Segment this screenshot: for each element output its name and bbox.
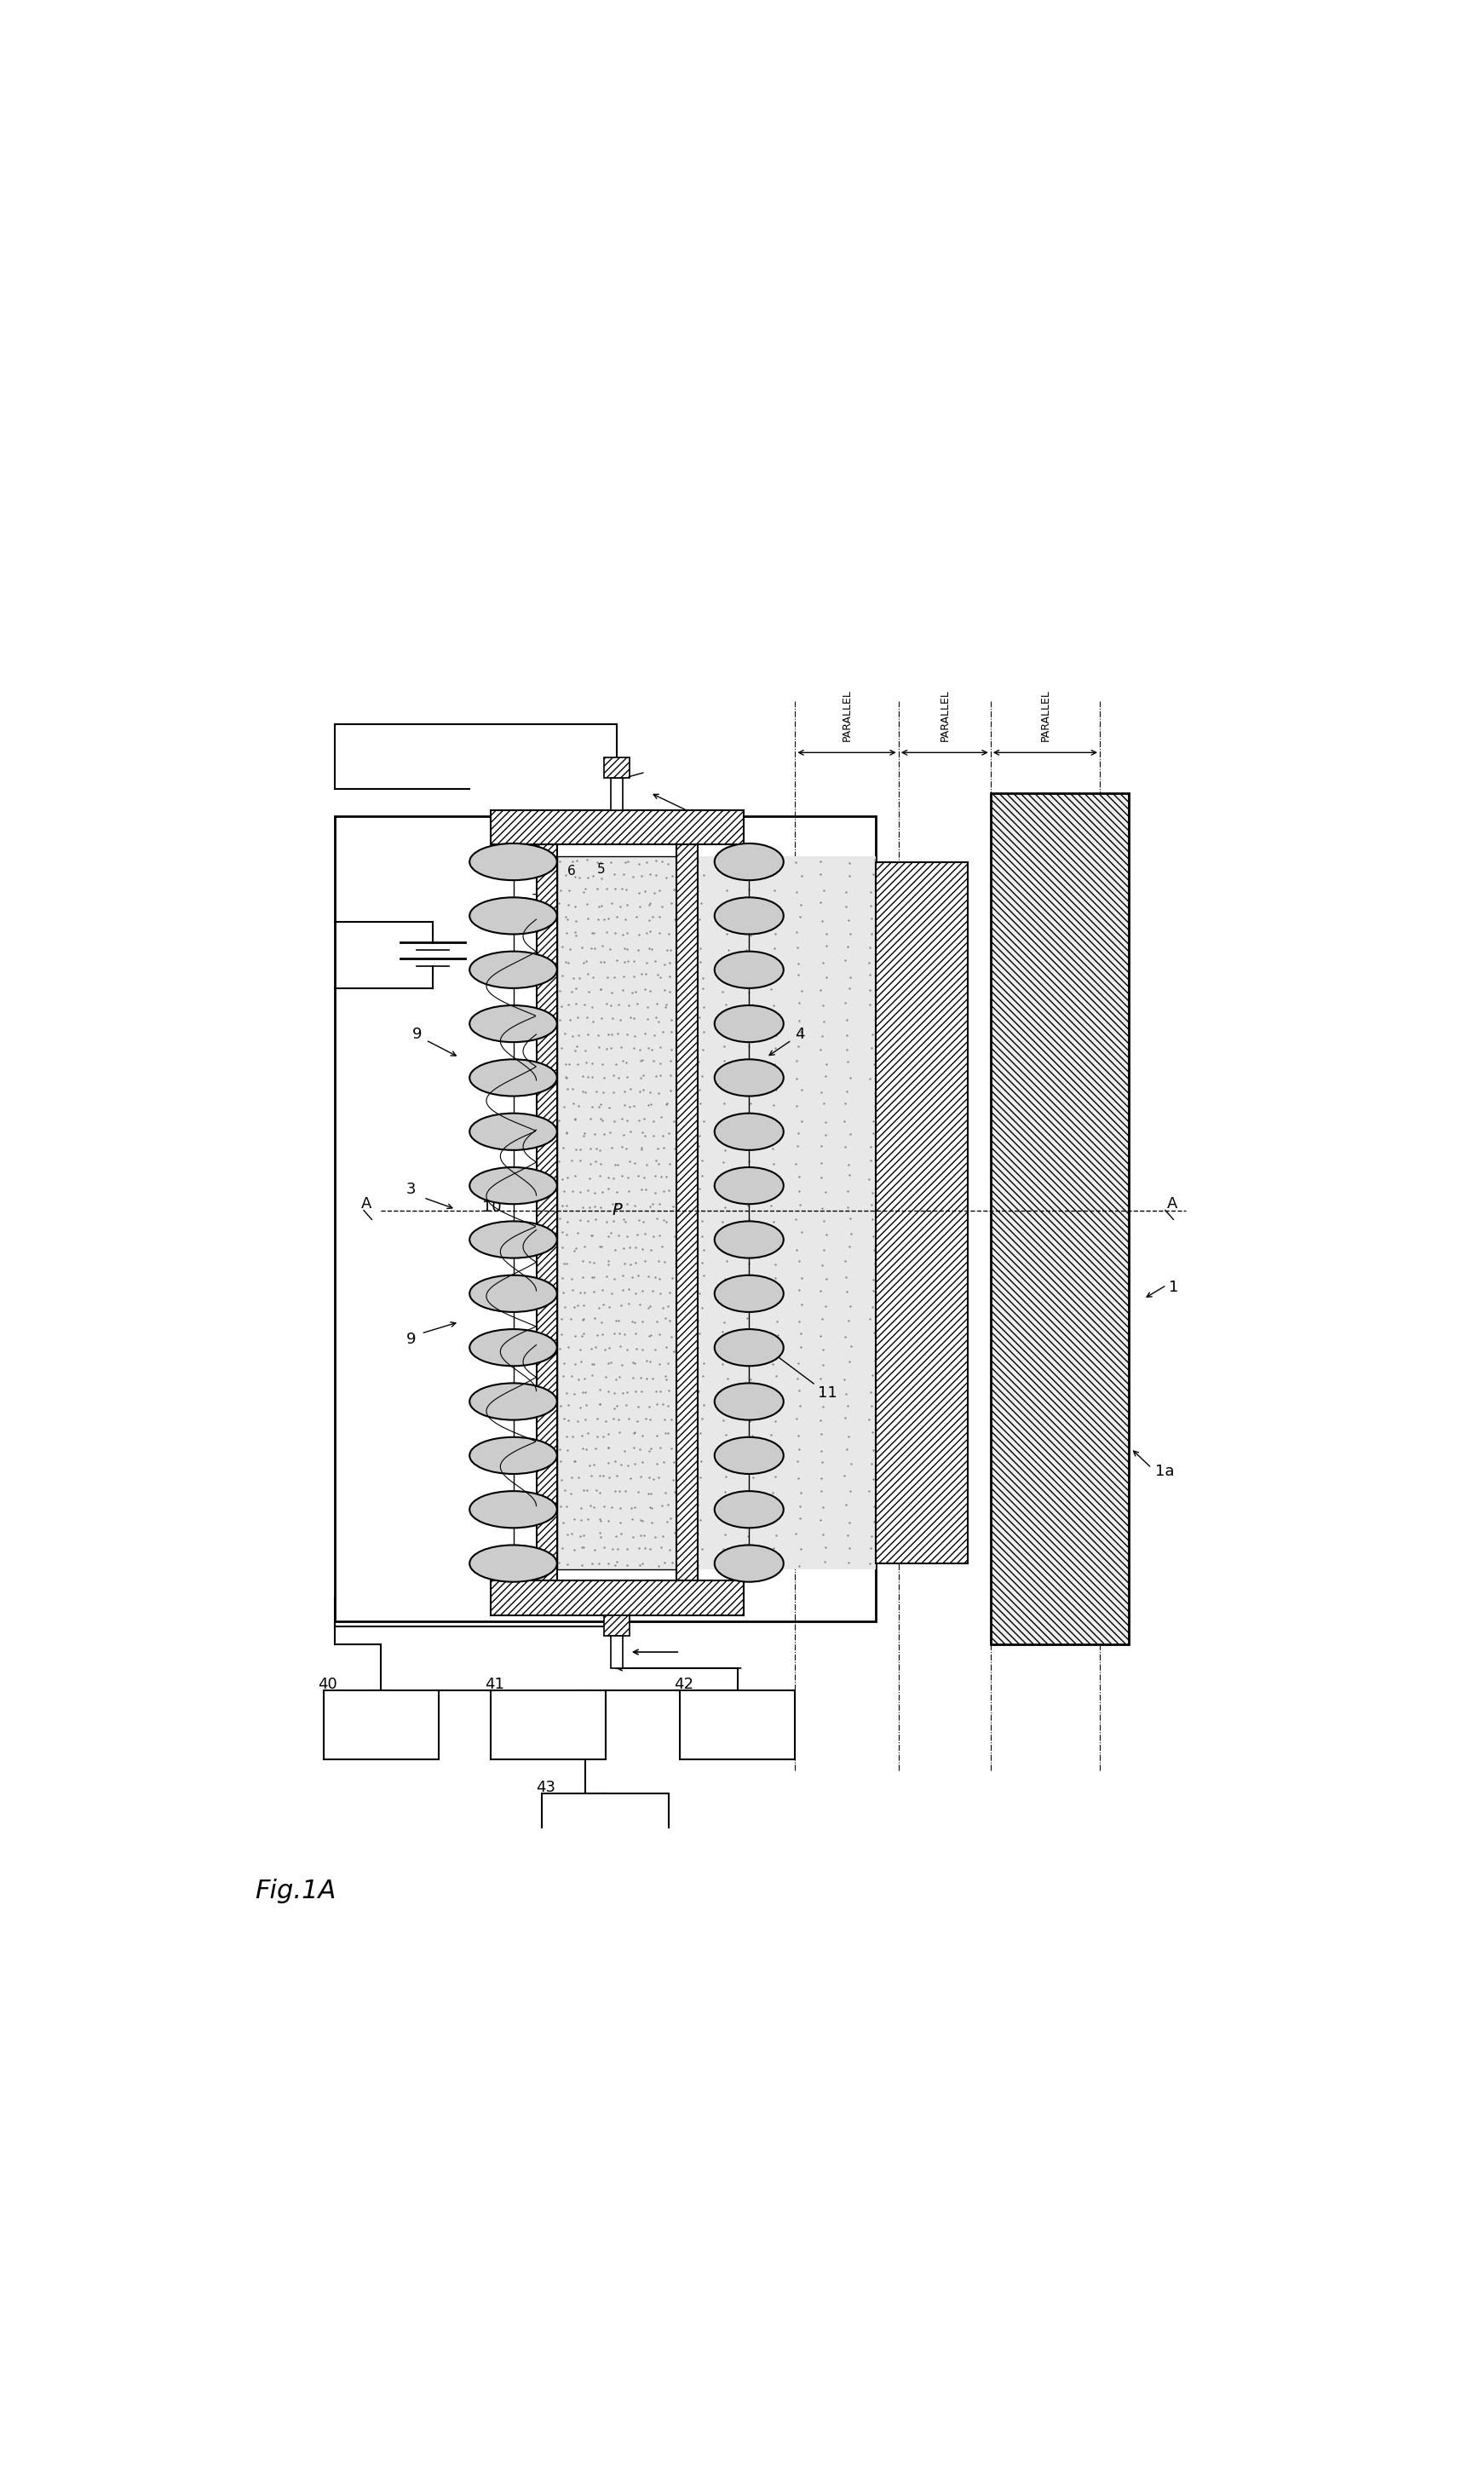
Text: 9: 9 — [407, 1332, 416, 1347]
Text: 5: 5 — [597, 863, 605, 876]
Bar — [335, 816, 876, 1620]
Text: 10: 10 — [482, 1198, 502, 1216]
Text: 11: 11 — [818, 1384, 837, 1402]
Text: PARALLEL: PARALLEL — [841, 690, 852, 742]
Bar — [697, 856, 876, 1568]
Ellipse shape — [715, 1166, 784, 1203]
Ellipse shape — [715, 1491, 784, 1528]
Ellipse shape — [469, 1330, 556, 1367]
Bar — [677, 844, 697, 1580]
Ellipse shape — [469, 1275, 556, 1312]
Text: 1: 1 — [1169, 1280, 1178, 1295]
Bar — [490, 1690, 605, 1759]
Bar — [610, 1635, 623, 1667]
Ellipse shape — [715, 1382, 784, 1419]
Ellipse shape — [715, 844, 784, 881]
Text: A: A — [361, 1196, 371, 1211]
Text: P: P — [611, 1203, 622, 1218]
Ellipse shape — [469, 1491, 556, 1528]
Text: PARALLEL: PARALLEL — [939, 690, 950, 742]
Ellipse shape — [715, 1059, 784, 1097]
Ellipse shape — [715, 898, 784, 935]
Ellipse shape — [715, 1546, 784, 1583]
Ellipse shape — [469, 1114, 556, 1151]
Text: 7: 7 — [531, 893, 540, 906]
Text: Fig.1A: Fig.1A — [255, 1878, 335, 1903]
Bar — [324, 1690, 439, 1759]
Ellipse shape — [715, 1436, 784, 1474]
Text: 6: 6 — [536, 1580, 546, 1595]
Bar — [604, 1615, 629, 1635]
Ellipse shape — [469, 1059, 556, 1097]
Ellipse shape — [469, 1221, 556, 1258]
Text: 40: 40 — [318, 1677, 337, 1692]
Text: 4: 4 — [795, 1027, 804, 1042]
Ellipse shape — [715, 950, 784, 987]
Ellipse shape — [715, 1275, 784, 1312]
Text: 8: 8 — [709, 809, 718, 824]
Text: 6: 6 — [567, 866, 576, 878]
Text: 9: 9 — [413, 1027, 421, 1042]
Bar — [991, 794, 1128, 1645]
Ellipse shape — [469, 950, 556, 987]
Text: 41: 41 — [484, 1677, 505, 1692]
Ellipse shape — [469, 898, 556, 935]
Ellipse shape — [469, 1546, 556, 1583]
Ellipse shape — [715, 1005, 784, 1042]
Bar — [490, 811, 743, 844]
Ellipse shape — [469, 1436, 556, 1474]
Bar — [604, 757, 629, 779]
Bar — [490, 1580, 743, 1615]
Ellipse shape — [469, 1005, 556, 1042]
Text: 43: 43 — [536, 1779, 556, 1796]
Ellipse shape — [469, 844, 556, 881]
Text: 8: 8 — [502, 1546, 512, 1563]
Ellipse shape — [715, 1114, 784, 1151]
Text: 3: 3 — [407, 1181, 416, 1198]
Text: 1a: 1a — [1155, 1464, 1174, 1479]
Bar — [542, 1794, 668, 1863]
Bar — [536, 844, 556, 1580]
Bar — [680, 1690, 795, 1759]
Text: PARALLEL: PARALLEL — [1040, 690, 1051, 742]
Ellipse shape — [715, 1221, 784, 1258]
Bar — [876, 861, 968, 1563]
Ellipse shape — [469, 1382, 556, 1419]
Bar — [610, 779, 623, 811]
Text: 2: 2 — [954, 1424, 963, 1439]
Text: 42: 42 — [674, 1677, 695, 1692]
Text: A: A — [1166, 1196, 1178, 1211]
Ellipse shape — [469, 1166, 556, 1203]
Ellipse shape — [715, 1330, 784, 1367]
Bar — [556, 856, 677, 1568]
